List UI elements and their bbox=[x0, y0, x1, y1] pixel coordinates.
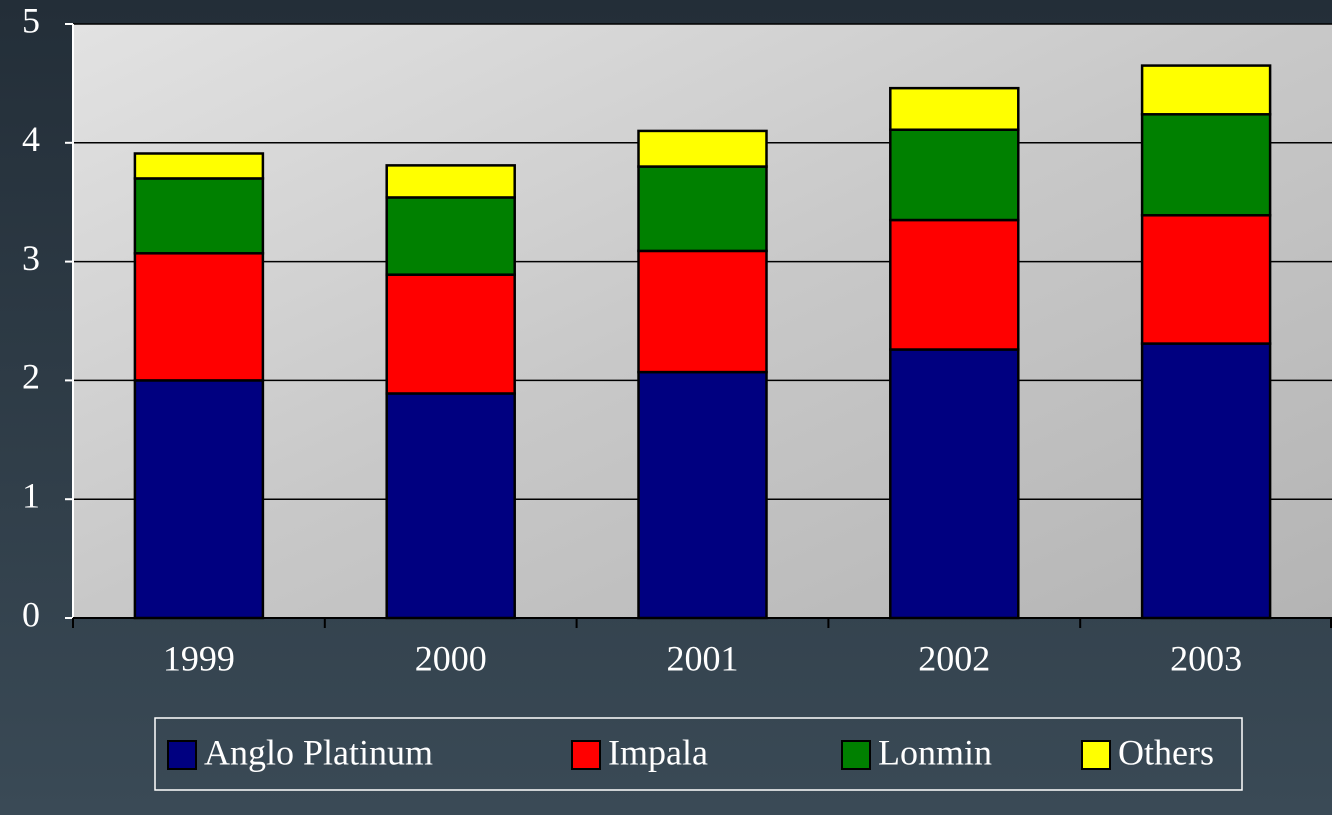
bar-segment bbox=[1140, 113, 1272, 217]
bar-segment bbox=[385, 273, 516, 395]
bar-segment bbox=[133, 152, 265, 180]
x-tick-label: 1999 bbox=[163, 638, 235, 678]
bar-segment bbox=[889, 86, 1020, 131]
y-tick-label: 3 bbox=[22, 238, 40, 278]
bar-segment bbox=[637, 165, 768, 253]
bar-segment bbox=[637, 129, 768, 168]
bar-segment bbox=[133, 177, 265, 255]
x-tick-label: 2002 bbox=[918, 638, 990, 678]
bar-segment bbox=[385, 196, 516, 276]
y-tick-label: 1 bbox=[22, 475, 40, 515]
bar-segment bbox=[889, 348, 1020, 620]
bar-segment bbox=[637, 370, 768, 620]
legend-label: Others bbox=[1118, 732, 1214, 772]
legend-swatch bbox=[841, 740, 871, 770]
bar-segment bbox=[1140, 214, 1272, 345]
legend-swatch bbox=[167, 740, 197, 770]
legend-label: Lonmin bbox=[878, 732, 992, 772]
y-tick-label: 0 bbox=[22, 594, 40, 634]
legend-box bbox=[154, 717, 1243, 791]
x-tick-label: 2000 bbox=[415, 638, 487, 678]
bar-segment bbox=[385, 392, 516, 620]
bar-segment bbox=[385, 164, 516, 199]
legend-swatch bbox=[1081, 740, 1111, 770]
y-tick-label: 4 bbox=[22, 119, 40, 159]
y-tick-label: 2 bbox=[22, 357, 40, 397]
legend-label: Anglo Platinum bbox=[204, 732, 433, 772]
bar-segment bbox=[133, 252, 265, 382]
y-tick-label: 5 bbox=[22, 0, 40, 40]
bar-segment bbox=[889, 128, 1020, 222]
bar-segment bbox=[637, 249, 768, 374]
legend-swatch bbox=[571, 740, 601, 770]
bar-segment bbox=[133, 379, 265, 620]
x-tick-label: 2001 bbox=[667, 638, 739, 678]
x-tick-label: 2003 bbox=[1170, 638, 1242, 678]
bar-segment bbox=[1140, 342, 1272, 620]
bar-segment bbox=[1140, 64, 1272, 116]
bar-segment bbox=[889, 218, 1020, 351]
legend-label: Impala bbox=[608, 732, 708, 772]
